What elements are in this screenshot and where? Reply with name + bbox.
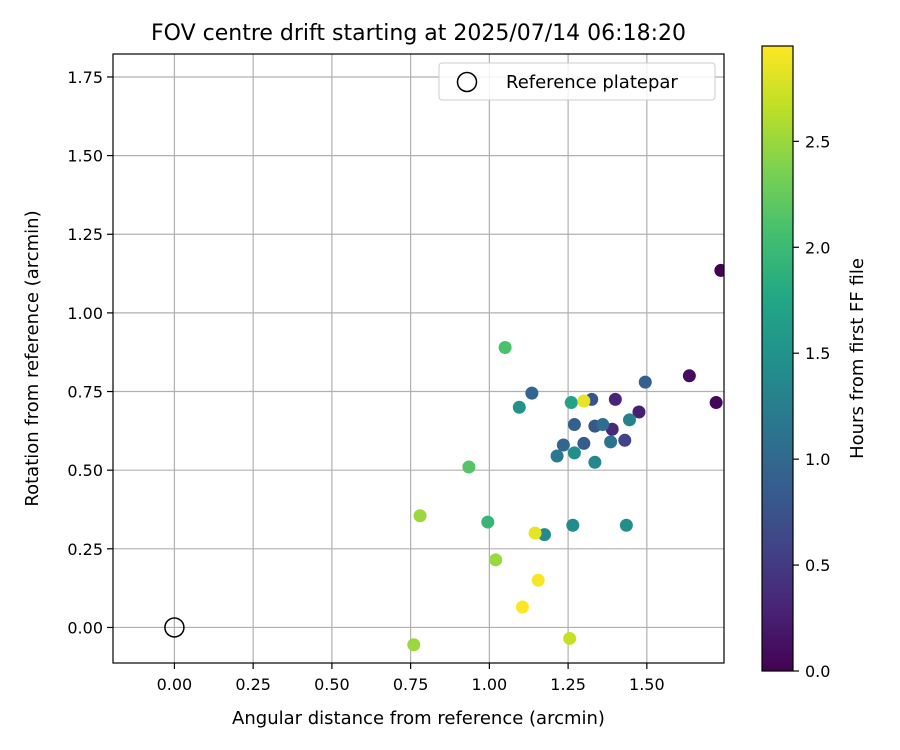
y-tick-label: 0.00 <box>67 618 103 637</box>
colorbar-tick-label: 2.0 <box>805 238 830 257</box>
data-point <box>407 638 421 652</box>
data-point <box>623 413 637 427</box>
x-axis-label: Angular distance from reference (arcmin) <box>232 708 605 729</box>
data-point <box>531 573 545 587</box>
colorbar: 0.0 0.5 1.0 1.5 2.0 2.5 Hours from first FF f… <box>761 45 868 681</box>
x-tick-label: 0.75 <box>393 675 429 694</box>
data-point <box>525 386 539 400</box>
x-tick-label: 1.50 <box>629 675 665 694</box>
colorbar-tick-label: 2.5 <box>805 132 830 151</box>
data-points <box>407 263 724 652</box>
colorbar-label: Hours from first FF file <box>847 258 868 459</box>
x-tick-label: 0.25 <box>235 675 271 694</box>
reference-platepar-marker <box>164 617 185 638</box>
y-tick-label: 0.50 <box>67 461 103 480</box>
data-point <box>588 455 602 469</box>
x-axis-ticks: 0.00 0.25 0.50 0.75 1.00 1.25 1.50 <box>157 663 665 694</box>
colorbar-tick-label: 0.0 <box>805 662 830 681</box>
data-point <box>709 396 723 410</box>
data-point <box>638 375 652 389</box>
legend-reference-label: Reference platepar <box>506 72 678 93</box>
data-point <box>567 446 581 460</box>
legend: Reference platepar <box>438 62 716 101</box>
legend-box <box>438 62 716 101</box>
data-point <box>462 460 476 474</box>
x-tick-label: 1.25 <box>550 675 586 694</box>
legend-reference-marker <box>456 71 478 93</box>
colorbar-tick-label: 1.5 <box>805 344 830 363</box>
y-axis-ticks: 0.00 0.25 0.50 0.75 1.00 1.25 1.50 1.75 <box>67 68 113 637</box>
data-point <box>619 518 633 532</box>
data-point <box>566 518 580 532</box>
data-point <box>498 340 512 354</box>
plot-frame <box>112 53 725 664</box>
data-point <box>577 436 591 450</box>
data-point <box>481 515 495 529</box>
x-tick-label: 0.50 <box>314 675 350 694</box>
data-point <box>604 435 618 449</box>
data-point <box>489 553 503 567</box>
y-tick-label: 1.00 <box>67 304 103 323</box>
x-tick-label: 0.00 <box>157 675 193 694</box>
data-point <box>577 394 591 408</box>
y-tick-label: 0.25 <box>67 540 103 559</box>
y-tick-label: 1.75 <box>67 68 103 87</box>
y-tick-label: 1.25 <box>67 225 103 244</box>
data-point <box>608 392 622 406</box>
colorbar-gradient <box>761 45 794 672</box>
data-point <box>618 433 632 447</box>
data-point <box>564 396 578 410</box>
colorbar-tick-label: 0.5 <box>805 556 830 575</box>
data-point <box>563 631 577 645</box>
data-point <box>682 369 696 383</box>
y-tick-label: 1.50 <box>67 147 103 166</box>
colorbar-ticks: 0.0 0.5 1.0 1.5 2.0 2.5 <box>793 132 830 681</box>
chart-title: FOV centre drift starting at 2025/07/14 … <box>151 21 686 46</box>
data-point <box>632 405 646 419</box>
data-point <box>596 418 610 432</box>
data-point <box>714 263 724 277</box>
data-point <box>515 600 529 614</box>
data-point <box>512 400 526 414</box>
y-tick-label: 0.75 <box>67 383 103 402</box>
data-point <box>567 418 581 432</box>
data-point <box>413 509 427 523</box>
data-point <box>528 526 542 540</box>
colorbar-tick-label: 1.0 <box>805 450 830 469</box>
y-axis-label: Rotation from reference (arcmin) <box>22 210 43 506</box>
x-tick-label: 1.00 <box>472 675 508 694</box>
data-point <box>556 438 570 452</box>
data-point <box>550 449 564 463</box>
grid-lines <box>113 54 724 663</box>
reference-marker-layer <box>164 617 185 638</box>
